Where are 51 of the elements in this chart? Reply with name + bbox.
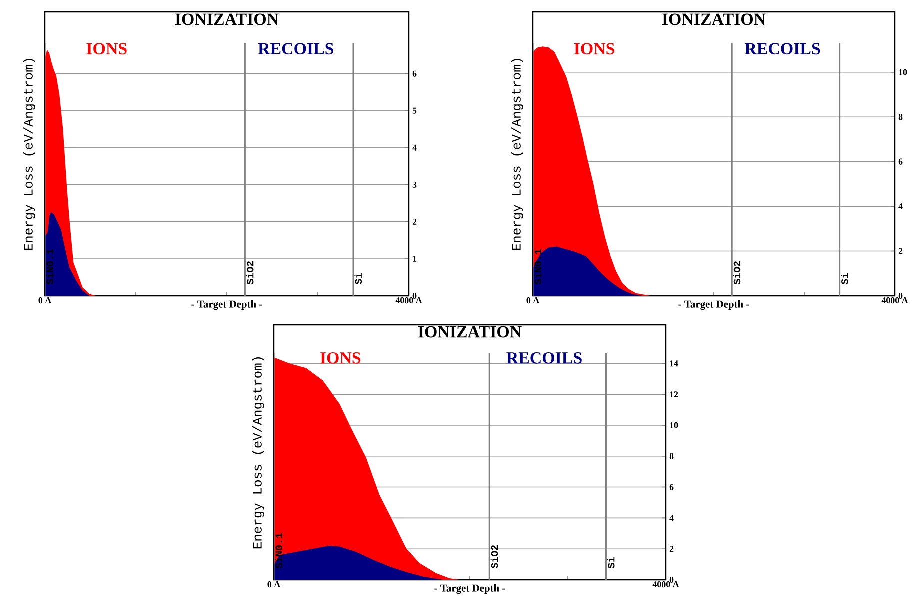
y-tick-label: 4 (412, 144, 417, 151)
ref-line-label: SiO2 (733, 261, 741, 285)
y-tick-label: 2 (898, 248, 903, 254)
x-tick-label: 4000 A (396, 298, 422, 304)
series-label: IONS (574, 43, 615, 55)
y-tick-label: 3 (412, 182, 417, 188)
y-tick-label: 4 (670, 515, 674, 522)
x-tick-label: 4000 A (882, 298, 908, 304)
series-label: IONS (320, 352, 361, 364)
y-axis-title: Energy Loss (eV/Angstrom) (252, 358, 264, 549)
y-tick-label: 2 (670, 546, 674, 552)
y-tick-label: 10 (899, 69, 908, 76)
y-tick-label: 6 (412, 70, 417, 77)
chart-title: IONIZATION (176, 14, 279, 26)
ref-line-label: SiN0.1 (534, 249, 542, 285)
x-tick-label: 0 A (526, 298, 540, 304)
x-tick-label: 0 A (268, 582, 281, 588)
ref-line-label: SiO2 (490, 545, 498, 569)
y-tick-label: 0 (898, 292, 903, 300)
text: IONS (86, 43, 127, 55)
y-axis-title: Energy Loss (eV/Angstrom) (511, 59, 524, 250)
y-tick-label: 14 (670, 360, 678, 367)
x-axis-title: - Target Depth - (192, 300, 262, 310)
y-tick-label: 10 (670, 422, 678, 428)
y-tick-label: 6 (898, 158, 903, 165)
ref-line-label: SiO2 (246, 261, 254, 285)
chart-title: IONIZATION (418, 326, 522, 338)
x-axis-title: - Target Depth - (434, 584, 506, 594)
y-tick-label: 2 (412, 218, 417, 225)
y-tick-label: 6 (670, 484, 674, 490)
x-axis-title: - Target Depth - (678, 300, 750, 310)
y-tick-label: 5 (412, 108, 417, 114)
x-tick-label: 4000 A (652, 582, 680, 588)
text: RECOILS (744, 43, 820, 55)
y-tick-label: 1 (413, 256, 417, 262)
chart-title: IONIZATION (662, 14, 766, 26)
ref-line-label: Si (607, 557, 615, 569)
ref-line-label: Si (841, 273, 848, 285)
y-tick-label: 0 (670, 576, 674, 584)
y-axis-title: Energy Loss (eV/Angstrom) (23, 59, 36, 250)
text: RECOILS (258, 43, 334, 55)
ref-line-label: SiN0.1 (46, 249, 54, 285)
ref-line-label: Si (354, 273, 362, 285)
text: RECOILS (506, 352, 582, 364)
y-tick-label: 8 (670, 453, 674, 460)
y-tick-label: 4 (898, 204, 903, 210)
ref-line-label: SiN0.1 (275, 533, 283, 569)
y-tick-label: 0 (412, 292, 417, 300)
x-tick-label: 0 A (38, 298, 52, 304)
y-tick-label: 8 (898, 114, 903, 120)
y-tick-label: 12 (670, 392, 678, 398)
